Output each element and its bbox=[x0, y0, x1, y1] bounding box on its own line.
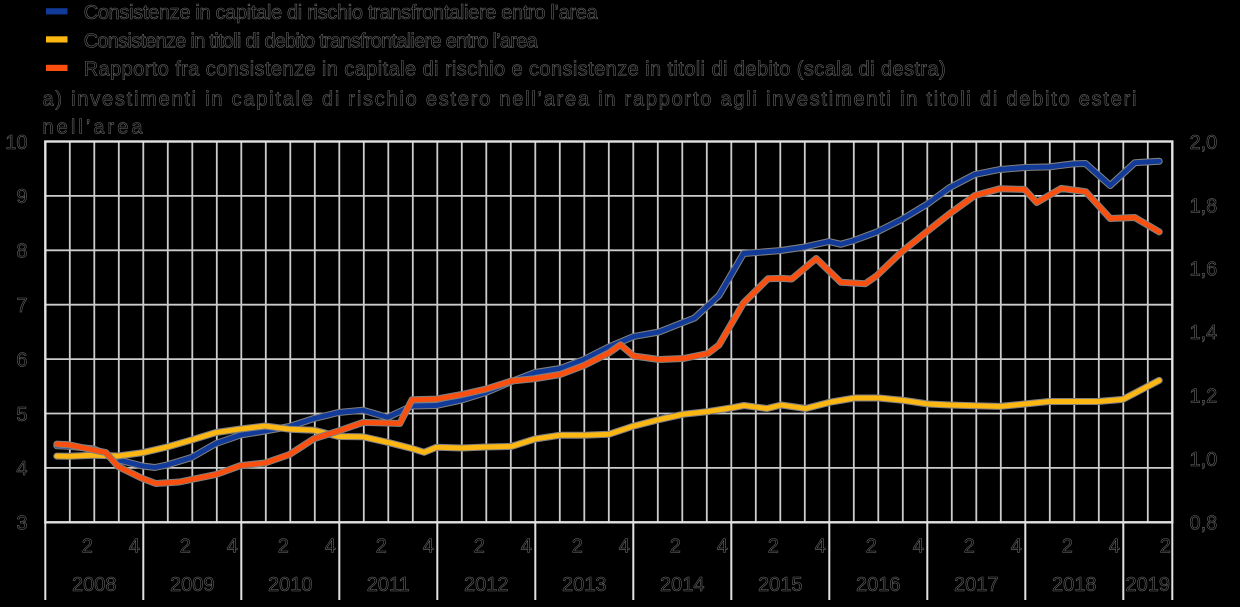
svg-text:2010: 2010 bbox=[268, 574, 313, 596]
svg-text:2: 2 bbox=[1062, 536, 1073, 558]
svg-text:3: 3 bbox=[16, 513, 27, 535]
svg-text:2009: 2009 bbox=[170, 574, 215, 596]
svg-text:4: 4 bbox=[815, 536, 826, 558]
svg-text:2014: 2014 bbox=[660, 574, 705, 596]
svg-text:10: 10 bbox=[5, 132, 27, 154]
svg-text:4: 4 bbox=[619, 536, 630, 558]
svg-text:4: 4 bbox=[717, 536, 728, 558]
svg-text:2: 2 bbox=[572, 536, 583, 558]
svg-text:5: 5 bbox=[16, 404, 27, 426]
svg-text:4: 4 bbox=[521, 536, 532, 558]
svg-text:2015: 2015 bbox=[758, 574, 803, 596]
svg-text:2019: 2019 bbox=[1126, 574, 1171, 596]
svg-text:2: 2 bbox=[180, 536, 191, 558]
svg-text:2: 2 bbox=[82, 536, 93, 558]
svg-text:4: 4 bbox=[16, 458, 27, 480]
svg-text:2008: 2008 bbox=[72, 574, 117, 596]
svg-text:4: 4 bbox=[913, 536, 924, 558]
svg-text:2: 2 bbox=[376, 536, 387, 558]
svg-text:6: 6 bbox=[16, 349, 27, 371]
svg-text:4: 4 bbox=[325, 536, 336, 558]
svg-text:1,4: 1,4 bbox=[1190, 322, 1218, 344]
svg-text:9: 9 bbox=[16, 186, 27, 208]
svg-text:2: 2 bbox=[474, 536, 485, 558]
svg-text:2013: 2013 bbox=[562, 574, 607, 596]
svg-text:1,8: 1,8 bbox=[1190, 195, 1218, 217]
svg-text:2012: 2012 bbox=[464, 574, 509, 596]
svg-text:2: 2 bbox=[768, 536, 779, 558]
svg-text:1,6: 1,6 bbox=[1190, 259, 1218, 281]
svg-text:0,8: 0,8 bbox=[1190, 513, 1218, 535]
svg-text:nell’area: nell’area bbox=[43, 117, 144, 139]
svg-text:Rapporto fra consistenze in ca: Rapporto fra consistenze in capitale di … bbox=[84, 59, 946, 81]
svg-text:4: 4 bbox=[129, 536, 140, 558]
svg-text:2: 2 bbox=[1160, 536, 1171, 558]
svg-text:4: 4 bbox=[227, 536, 238, 558]
svg-text:2011: 2011 bbox=[367, 574, 410, 596]
svg-text:1,2: 1,2 bbox=[1190, 386, 1218, 408]
svg-text:2017: 2017 bbox=[954, 574, 999, 596]
svg-text:4: 4 bbox=[423, 536, 434, 558]
svg-text:2: 2 bbox=[964, 536, 975, 558]
svg-text:7: 7 bbox=[16, 295, 27, 317]
svg-text:2,0: 2,0 bbox=[1190, 132, 1218, 154]
svg-text:Consistenze in capitale di ris: Consistenze in capitale di rischio trans… bbox=[84, 2, 599, 24]
svg-text:2: 2 bbox=[670, 536, 681, 558]
svg-text:2: 2 bbox=[278, 536, 289, 558]
svg-text:8: 8 bbox=[16, 241, 27, 263]
svg-text:2018: 2018 bbox=[1052, 574, 1097, 596]
svg-text:2: 2 bbox=[866, 536, 877, 558]
svg-text:4: 4 bbox=[1011, 536, 1022, 558]
svg-text:1,0: 1,0 bbox=[1190, 449, 1218, 471]
svg-text:2016: 2016 bbox=[856, 574, 901, 596]
svg-text:4: 4 bbox=[1109, 536, 1120, 558]
svg-text:Consistenze in titoli di debit: Consistenze in titoli di debito transfro… bbox=[84, 30, 539, 52]
